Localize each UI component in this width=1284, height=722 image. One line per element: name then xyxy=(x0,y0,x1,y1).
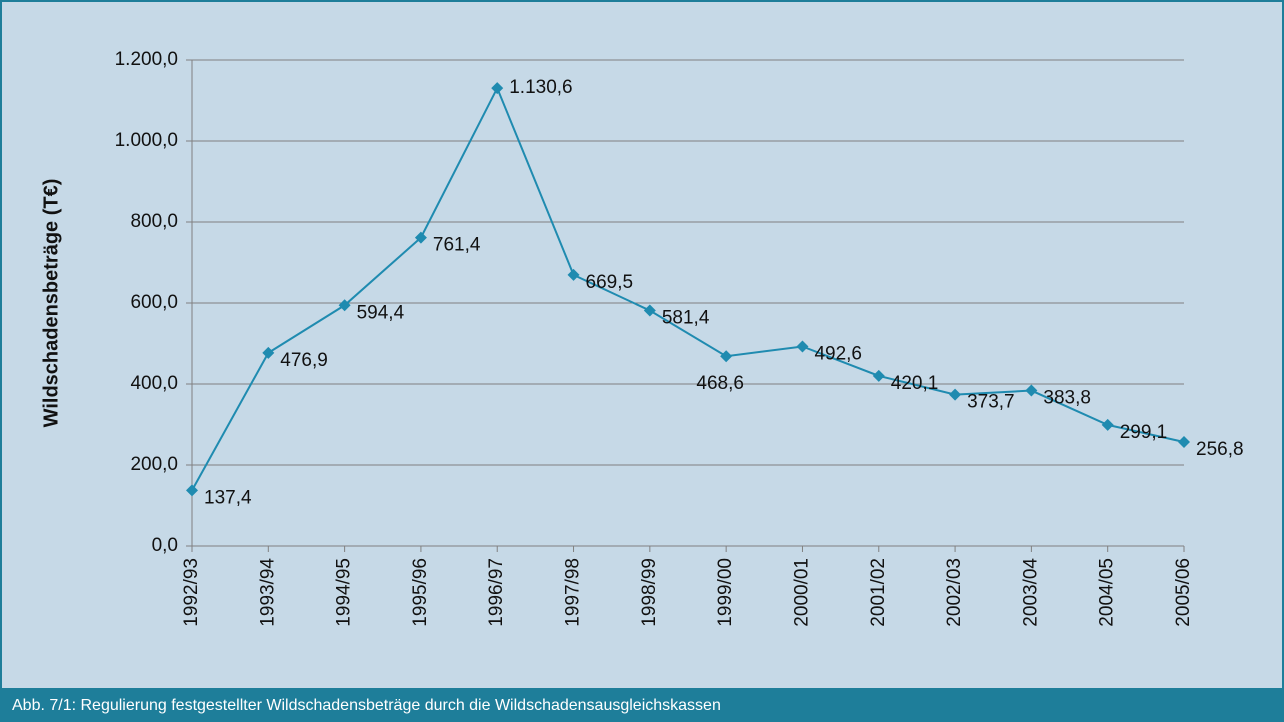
x-tick-label: 2002/03 xyxy=(944,558,965,627)
data-label: 137,4 xyxy=(204,487,252,508)
x-tick-label: 1995/96 xyxy=(410,558,431,627)
caption: Abb. 7/1: Regulierung festgestellter Wil… xyxy=(12,697,721,714)
y-tick-label: 200,0 xyxy=(130,454,178,475)
marker xyxy=(262,346,275,359)
marker xyxy=(567,268,580,281)
data-label: 669,5 xyxy=(586,272,634,293)
x-tick-label: 1992/93 xyxy=(181,558,202,627)
caption-bar xyxy=(0,688,1284,722)
data-label: 256,8 xyxy=(1196,439,1244,460)
data-label: 383,8 xyxy=(1043,388,1091,409)
marker xyxy=(1101,418,1114,431)
marker xyxy=(643,304,656,317)
y-axis-label: Wildschadensbeträge (T€) xyxy=(40,179,62,428)
x-tick-label: 1999/00 xyxy=(715,558,736,627)
marker xyxy=(796,340,809,353)
y-tick-label: 1.200,0 xyxy=(115,49,178,70)
marker xyxy=(338,299,351,312)
data-label: 761,4 xyxy=(433,235,481,256)
data-label: 581,4 xyxy=(662,308,710,329)
y-tick-label: 400,0 xyxy=(130,373,178,394)
marker xyxy=(1025,384,1038,397)
y-tick-label: 0,0 xyxy=(152,535,178,556)
marker xyxy=(949,388,962,401)
x-tick-label: 1993/94 xyxy=(257,558,278,627)
x-tick-label: 1996/97 xyxy=(486,558,507,627)
x-tick-label: 2001/02 xyxy=(868,558,889,627)
x-tick-label: 2005/06 xyxy=(1173,558,1194,627)
data-label: 594,4 xyxy=(357,302,405,323)
marker xyxy=(186,484,198,497)
x-tick-label: 1997/98 xyxy=(563,558,584,627)
y-tick-label: 1.000,0 xyxy=(115,130,178,151)
x-tick-label: 1998/99 xyxy=(639,558,660,627)
y-tick-label: 800,0 xyxy=(130,211,178,232)
data-label: 476,9 xyxy=(280,350,328,371)
x-tick-label: 1994/95 xyxy=(334,558,355,627)
data-label: 1.130,6 xyxy=(509,77,572,98)
x-tick-label: 2000/01 xyxy=(791,558,812,627)
data-label: 373,7 xyxy=(967,392,1015,413)
marker xyxy=(491,82,504,95)
y-tick-label: 600,0 xyxy=(130,292,178,313)
data-label: 468,6 xyxy=(696,373,744,394)
line xyxy=(191,85,1185,491)
data-label: 299,1 xyxy=(1120,422,1168,443)
x-tick-label: 2004/05 xyxy=(1097,558,1118,627)
marker xyxy=(1178,435,1190,448)
marker xyxy=(872,369,885,382)
data-label: 492,6 xyxy=(814,344,862,365)
marker xyxy=(414,231,427,244)
data-label: 420,1 xyxy=(891,373,939,394)
x-tick-label: 2003/04 xyxy=(1020,558,1041,627)
marker xyxy=(720,350,733,363)
